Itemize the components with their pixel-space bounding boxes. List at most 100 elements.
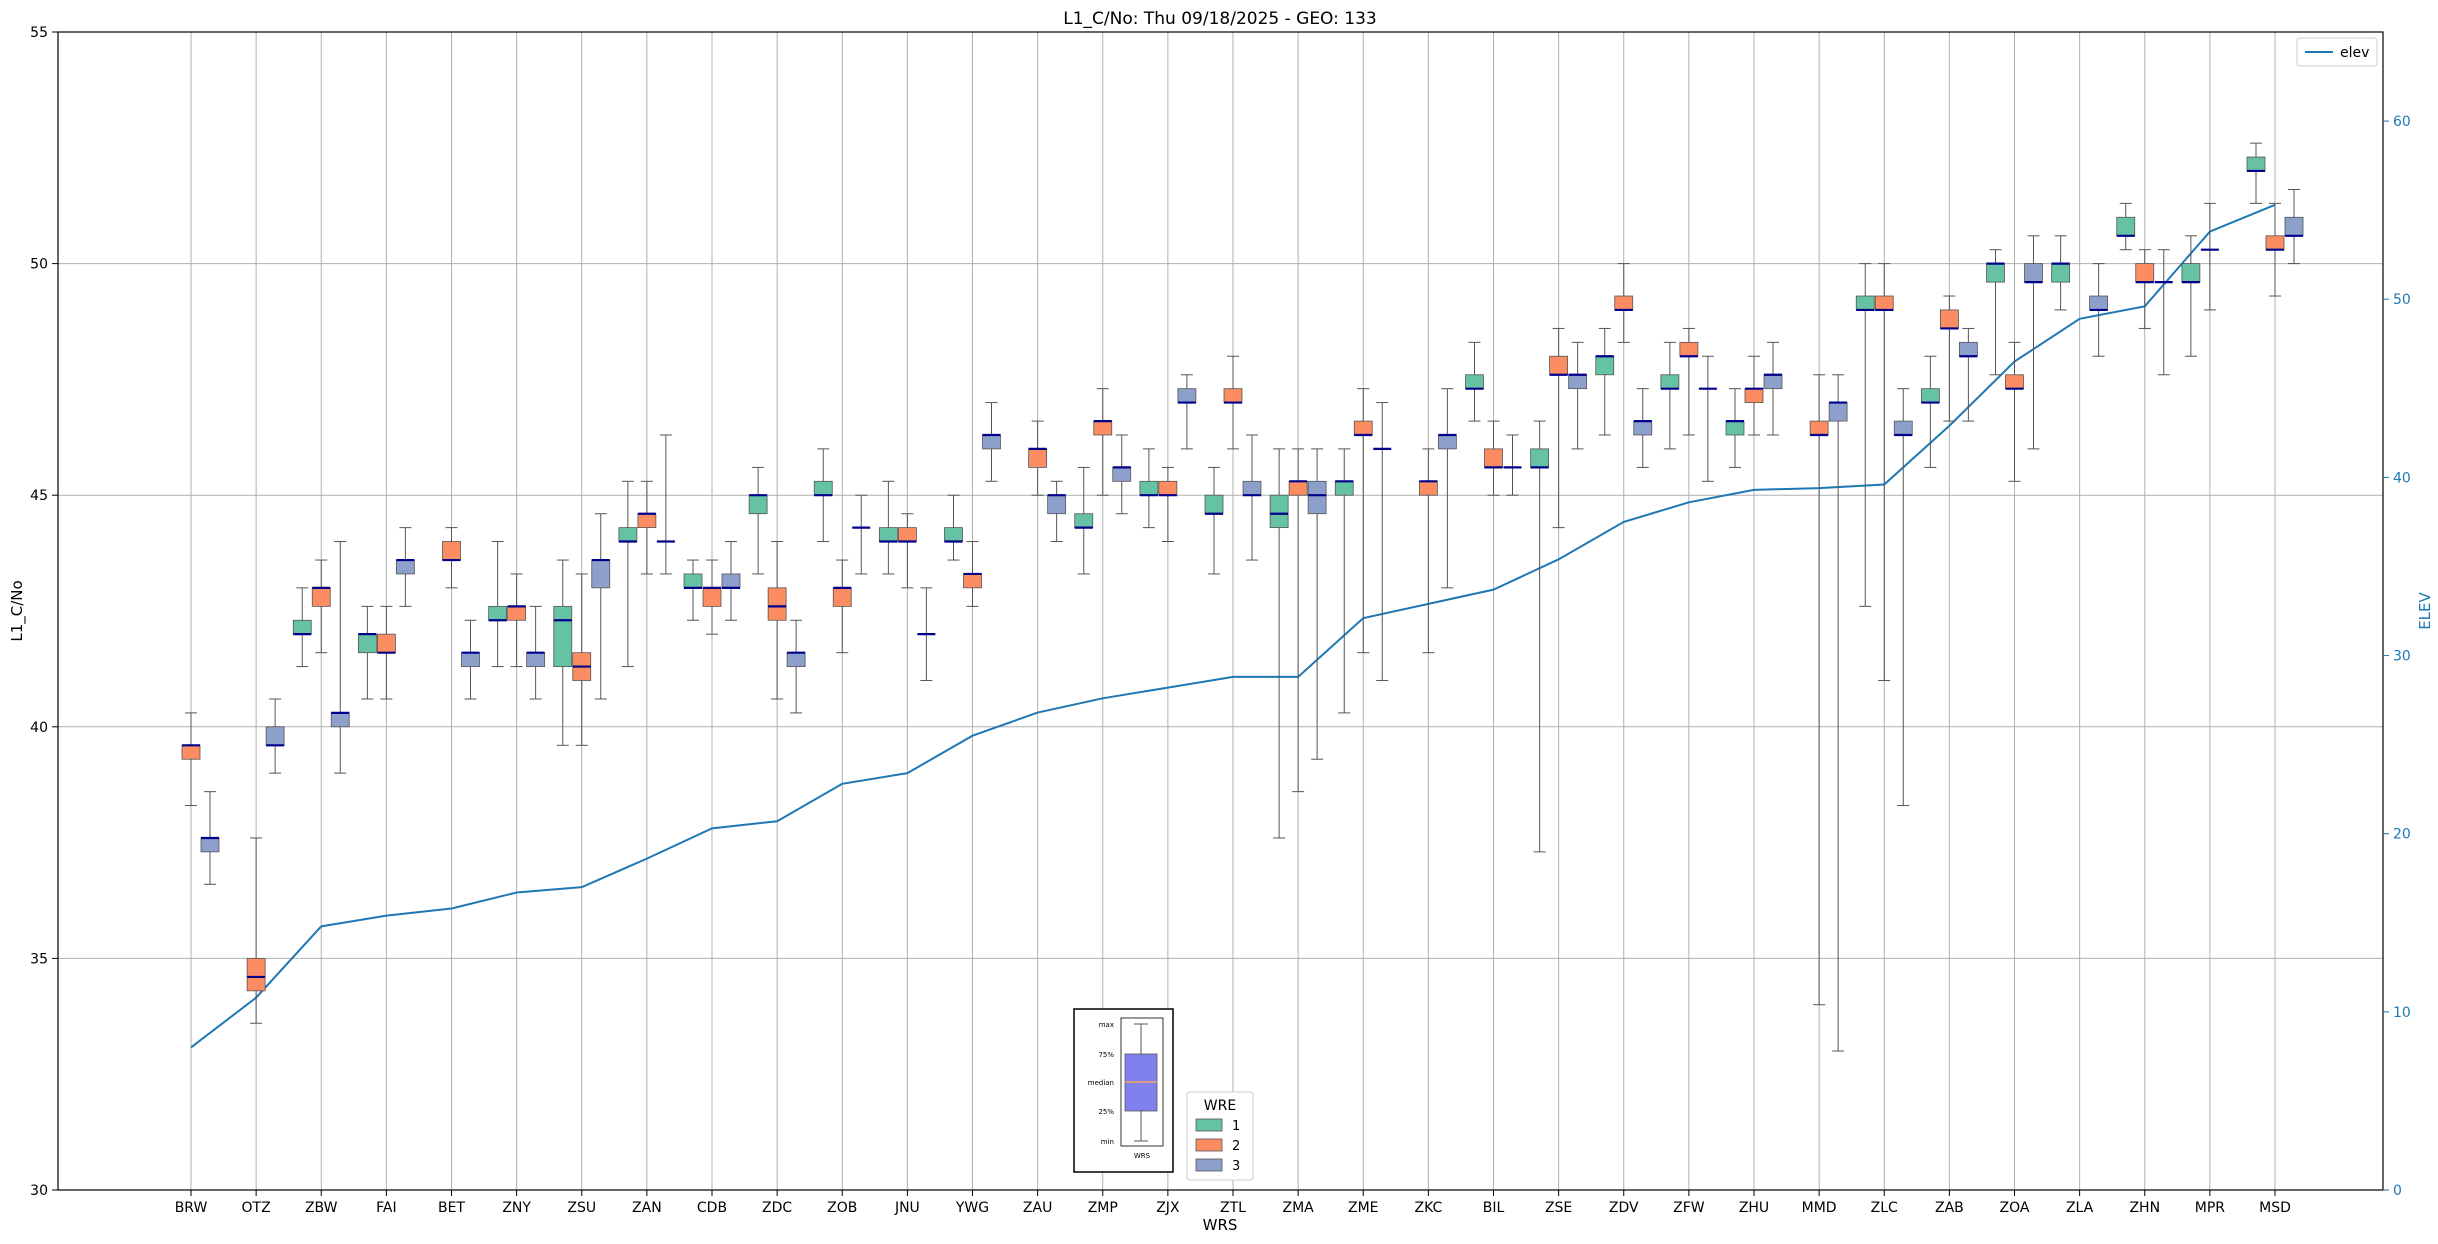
iqr-box	[200, 837, 220, 853]
boxplot-BET-wre-2	[442, 527, 461, 589]
iqr-box	[1855, 295, 1875, 311]
iqr-box	[507, 605, 527, 621]
iqr-box	[1530, 448, 1550, 468]
iqr-box	[1763, 374, 1783, 390]
y-tick-label: 40	[30, 720, 48, 736]
boxplot-ZOA-wre-1	[1986, 249, 2005, 376]
iqr-box	[1139, 480, 1159, 496]
boxplot-ZAU-wre-3	[1047, 480, 1067, 543]
iqr-box	[461, 652, 480, 667]
elev-line	[190, 203, 2276, 1049]
x-tick-label: ZAN	[632, 1200, 662, 1216]
boxplot-ZDV-wre-3	[1633, 388, 1653, 468]
boxplot-BIL-wre-2	[1484, 420, 1503, 496]
iqr-box	[442, 541, 461, 561]
boxplot-ZNY-wre-1	[488, 541, 508, 668]
x-tick-label: ZMP	[1088, 1200, 1118, 1216]
iqr-box	[1028, 448, 1048, 468]
iqr-box	[1939, 309, 1959, 329]
iqr-box	[1074, 513, 1094, 529]
x-tick-label: MSD	[2259, 1200, 2291, 1216]
inset-axes	[1120, 1017, 1164, 1147]
right-y-tick-label: 20	[2393, 827, 2411, 843]
iqr-box	[721, 573, 741, 589]
boxplot-ZME-wre-3	[1373, 402, 1392, 681]
iqr-box	[1549, 355, 1569, 376]
elev-legend-label: elev	[2340, 45, 2369, 61]
boxplot-YWG-wre-2	[963, 541, 982, 607]
wre-legend-title: WRE	[1204, 1098, 1236, 1114]
iqr-box	[618, 527, 638, 542]
iqr-box	[1484, 448, 1503, 468]
boxplot-ZLC-wre-1	[1855, 263, 1875, 607]
iqr-box	[265, 726, 285, 746]
iqr-box	[2265, 235, 2285, 251]
iqr-box	[748, 494, 768, 515]
iqr-box	[982, 434, 1001, 450]
wre-legend-label-3: 3	[1232, 1159, 1240, 1174]
boxplot-ZHN-wre-2	[2135, 249, 2155, 329]
y-tick-label: 30	[30, 1183, 48, 1199]
boxplot-ZJX-wre-3	[1177, 374, 1197, 450]
boxplot-MPR-wre-2	[2200, 202, 2219, 311]
boxplot-ZHU-wre-2	[1744, 355, 1764, 436]
boxplot-ZOA-wre-3	[2024, 235, 2043, 450]
x-tick-label: ZAU	[1023, 1200, 1052, 1216]
right-y-tick-label: 40	[2393, 470, 2411, 486]
boxplot-ZSE-wre-1	[1530, 420, 1550, 853]
y-tick-label: 35	[30, 951, 48, 967]
boxplot-ZMA-wre-2	[1288, 448, 1308, 793]
iqr-box	[1828, 402, 1848, 422]
iqr-box	[1242, 480, 1262, 496]
inset-label-q3: 75%	[1098, 1051, 1114, 1059]
wre-legend-label-2: 2	[1232, 1139, 1240, 1154]
iqr-box	[376, 633, 396, 654]
boxplot-ZAN-wre-2	[637, 480, 657, 575]
iqr-box	[1334, 480, 1354, 496]
boxplot-ZLA-wre-1	[2051, 235, 2071, 311]
boxplot-ZME-wre-1	[1334, 448, 1354, 714]
iqr-box	[897, 527, 917, 542]
boxplot-MSD-wre-3	[2284, 188, 2304, 265]
iqr-box	[1223, 388, 1243, 403]
iqr-box	[1725, 420, 1745, 436]
boxplot-FAI-wre-2	[376, 605, 396, 700]
boxplot-ZOB-wre-3	[852, 494, 871, 575]
iqr-box	[488, 605, 508, 621]
right-y-tick-label: 30	[2393, 649, 2411, 665]
boxplot-key-inset: max 75% median 25% min WRS	[1073, 1008, 1174, 1173]
boxplot-CDB-wre-1	[683, 559, 703, 621]
boxplot-ZLC-wre-3	[1893, 388, 1913, 807]
boxplot-ZHU-wre-3	[1763, 341, 1783, 436]
iqr-box	[1177, 388, 1197, 403]
x-tick-label: ZSE	[1545, 1200, 1572, 1216]
iqr-box	[1288, 480, 1308, 496]
wre-swatch-2	[1195, 1138, 1223, 1152]
x-tick-label: BET	[438, 1200, 465, 1216]
boxplot-ZSU-wre-3	[591, 513, 611, 700]
boxplot-ZOA-wre-2	[2005, 341, 2024, 482]
iqr-box	[292, 619, 312, 635]
iqr-box	[702, 587, 722, 607]
iqr-box	[2181, 263, 2201, 283]
iqr-box	[357, 633, 377, 654]
iqr-box	[767, 587, 787, 621]
boxplot-ZME-wre-2	[1353, 388, 1373, 654]
x-tick-label: ZBW	[305, 1200, 338, 1216]
boxplot-ZMP-wre-1	[1074, 466, 1094, 575]
x-tick-label: ZOA	[2000, 1200, 2030, 1216]
right-y-tick-label: 50	[2393, 292, 2411, 308]
iqr-box	[1437, 434, 1457, 450]
boxplot-ZFW-wre-3	[1698, 355, 1717, 482]
iqr-box	[311, 587, 331, 607]
boxplot-JNU-wre-2	[897, 513, 917, 589]
wre-swatch-3	[1195, 1158, 1223, 1172]
boxplot-ZSE-wre-2	[1549, 327, 1569, 529]
x-tick-label: MPR	[2195, 1200, 2226, 1216]
wre-legend: WRE 1 2 3	[1186, 1091, 1254, 1181]
boxplot-BIL-wre-3	[1503, 434, 1522, 496]
boxplot-ZDC-wre-1	[748, 466, 768, 575]
x-tick-label: ZFW	[1673, 1200, 1705, 1216]
